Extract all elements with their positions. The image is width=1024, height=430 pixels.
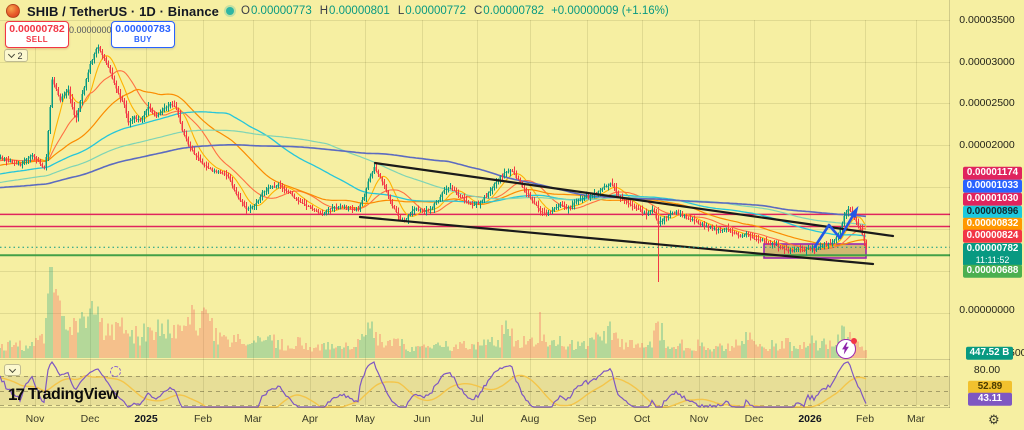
chart-header: SHIB / TetherUS · 1D · Binance O 0.000007… xyxy=(6,2,669,20)
tradingview-brand-text: TradingView xyxy=(27,386,119,403)
close-value: 0.00000782 xyxy=(483,5,545,17)
time-tick-label: Nov xyxy=(25,413,45,425)
buy-button[interactable]: 0.00000783 BUY xyxy=(111,21,175,48)
price-axis-badge: 0.00000688 xyxy=(963,264,1022,278)
lightning-badge-icon[interactable] xyxy=(836,338,857,359)
low-label: L xyxy=(397,5,405,17)
symbol-title[interactable]: SHIB / TetherUS · 1D · Binance xyxy=(27,3,220,19)
market-status-icon[interactable] xyxy=(226,7,235,15)
price-tick-label: 0.00003500 xyxy=(959,14,1015,26)
current-price-badge: 0.00000782 11:11:52 xyxy=(963,243,1022,266)
bar-countdown: 11:11:52 xyxy=(975,255,1010,265)
rsi-pane-collapse-chip[interactable] xyxy=(4,364,21,376)
price-axis-badge: 0.00000896 xyxy=(963,205,1022,219)
price-tick-label: 0.00002000 xyxy=(959,139,1015,151)
legend-collapse-chip[interactable]: 2 xyxy=(4,49,28,62)
time-tick-label: Apr xyxy=(301,413,319,425)
open-label: O xyxy=(241,5,250,17)
time-tick-label: Nov xyxy=(689,413,709,425)
close-label: C xyxy=(473,5,483,17)
time-tick-label: Feb xyxy=(855,413,875,425)
price-chart-canvas[interactable] xyxy=(0,0,950,408)
time-tick-label: Mar xyxy=(243,413,263,425)
change-value: +0.00000009 (+1.16%) xyxy=(551,5,669,17)
sell-button[interactable]: 0.00000782 SELL xyxy=(5,21,69,48)
price-axis[interactable]: 0.00000782 11:11:52 0.00003500 0.00003000… xyxy=(950,0,1024,408)
sell-label: SELL xyxy=(25,34,49,44)
price-axis-badge: 0.00001174 xyxy=(963,166,1022,180)
low-value: 0.00000772 xyxy=(405,5,466,17)
time-tick-label: Aug xyxy=(520,413,540,425)
time-tick-label: Oct xyxy=(633,413,651,425)
legend-count: 2 xyxy=(17,50,23,61)
time-tick-label: Dec xyxy=(80,413,100,425)
sell-price: 0.00000782 xyxy=(9,23,65,36)
chevron-down-icon xyxy=(8,365,17,373)
open-value: 0.00000773 xyxy=(250,5,312,17)
tradingview-logo[interactable]: 17 TradingView xyxy=(8,385,119,405)
time-tick-label: Dec xyxy=(744,413,764,425)
indicator-loading-spinner-icon xyxy=(110,366,121,377)
price-axis-badge: 43.11 xyxy=(968,392,1012,406)
price-axis-badge: 447.52 B xyxy=(966,346,1013,360)
high-value: 0.00000801 xyxy=(329,5,390,17)
ohlc-values: O 0.00000773 H 0.00000801 L 0.00000772 C 0.0… xyxy=(241,5,544,17)
buy-price: 0.00000783 xyxy=(115,23,171,36)
time-tick-label: Feb xyxy=(193,413,213,425)
price-tick-label: 0.00003000 xyxy=(959,56,1015,68)
current-price-value: 0.00000782 xyxy=(966,243,1019,254)
price-axis-badge: 0.00000824 xyxy=(963,229,1022,243)
chevron-down-icon xyxy=(8,50,16,59)
high-label: H xyxy=(319,5,329,17)
price-axis-badge: 0.00001030 xyxy=(963,192,1022,206)
time-tick-label: Jun xyxy=(413,413,431,425)
price-tick-label: 80.00 xyxy=(973,364,1001,376)
time-tick-label: 2025 xyxy=(134,413,158,425)
gear-icon[interactable]: ⚙ xyxy=(988,412,1000,427)
price-axis-badge: 52.89 xyxy=(968,380,1012,394)
price-tick-label: 0.00002500 xyxy=(959,97,1015,109)
notification-dot xyxy=(851,338,857,344)
time-tick-label: Mar xyxy=(906,413,926,425)
price-axis-badge: 0.00000832 xyxy=(963,217,1022,231)
time-tick-label: Jul xyxy=(470,413,484,425)
time-tick-label: Sep xyxy=(577,413,597,425)
price-axis-badge: 0.00001033 xyxy=(963,179,1022,193)
price-tick-label: 0.00000000 xyxy=(959,304,1015,316)
tradingview-mark-icon: 17 xyxy=(8,385,25,404)
buy-label: BUY xyxy=(133,34,153,44)
spread-value: 0.00000001 xyxy=(69,25,117,35)
time-tick-label: 2026 xyxy=(798,413,822,425)
lightning-bolt-icon xyxy=(842,342,849,355)
time-axis[interactable]: Nov Dec 2025 Feb Mar Apr May Jun Jul Aug Sep Oct Nov… xyxy=(0,408,950,430)
shib-logo xyxy=(6,4,20,18)
time-tick-label: May xyxy=(355,413,375,425)
